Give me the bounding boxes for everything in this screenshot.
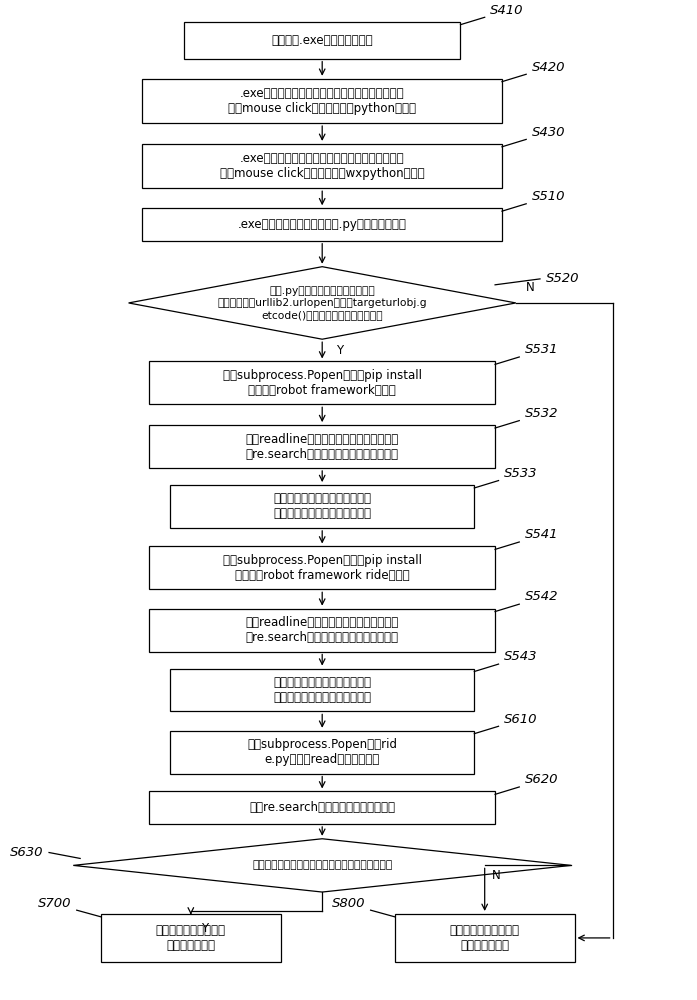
Text: 监测第一反馈信息是否出现安装
完成信息，若是停止输出及监控: 监测第一反馈信息是否出现安装 完成信息，若是停止输出及监控 [273,492,372,520]
Bar [170,669,475,711]
Text: 向用户显示安装成功，
并退出安装界面: 向用户显示安装成功， 并退出安装界面 [156,924,226,952]
Text: S620: S620 [525,773,558,786]
Text: N: N [491,869,500,882]
Bar [149,361,495,404]
Bar [142,144,502,188]
Text: 调用subprocess.Popen，输入pip install
命令安装robot framework安装包: 调用subprocess.Popen，输入pip install 命令安装rob… [223,369,422,397]
Text: S410: S410 [490,4,523,17]
Bar [149,791,495,824]
Text: S420: S420 [532,61,565,74]
Text: S533: S533 [504,467,537,480]
Bar [149,609,495,652]
Text: .exe自安装程序文件自动启动软件语言开发环境，
通过mouse click命令自动安装wxpython安装包: .exe自安装程序文件自动启动软件语言开发环境， 通过mouse click命令… [220,152,424,180]
Text: S630: S630 [10,846,43,859]
Bar [170,485,475,528]
Bar [101,914,281,962]
Text: 向用户显示安装失败，
并输出失败原因: 向用户显示安装失败， 并输出失败原因 [450,924,520,952]
Text: Y: Y [201,922,208,935]
Text: 检测所自动化测试框架的用例扩展模块包是否可用: 检测所自动化测试框架的用例扩展模块包是否可用 [252,860,392,870]
Text: N: N [526,281,535,294]
Text: S543: S543 [504,650,537,663]
Text: S610: S610 [504,713,537,726]
Bar [395,914,574,962]
Text: S541: S541 [525,528,558,541]
Bar [149,425,495,468]
Text: .exe自安装程序文件自动启动.py脚本包文件运行: .exe自安装程序文件自动启动.py脚本包文件运行 [238,218,406,231]
Text: 监测第二反馈信息是否出现安装
完成信息，若是停止输出及监控: 监测第二反馈信息是否出现安装 完成信息，若是停止输出及监控 [273,676,372,704]
Text: .exe自安装程序文件自动启动软件语言开发环境，
通过mouse click命令自动安装python安装包: .exe自安装程序文件自动启动软件语言开发环境， 通过mouse click命令… [228,87,416,115]
Text: 调用readline，逐条输出第一反馈信息；调
用re.search命令对第一反馈信息进行监控: 调用readline，逐条输出第一反馈信息；调 用re.search命令对第一反… [245,433,399,461]
Text: 调用subprocess.Popen输入rid
e.py；调用read输出反馈信息: 调用subprocess.Popen输入rid e.py；调用read输出反馈信… [247,738,397,766]
Text: 用户双击.exe自安装程序文件: 用户双击.exe自安装程序文件 [271,34,373,47]
Text: S800: S800 [332,897,365,910]
Text: S532: S532 [525,407,558,420]
Text: 调用readline，逐条输出第二反馈信息；调
用re.search命令对第二反馈信息进行监控: 调用readline，逐条输出第二反馈信息；调 用re.search命令对第二反… [245,616,399,644]
Bar [142,208,502,241]
Bar [149,546,495,589]
Text: Y: Y [336,344,343,357]
Polygon shape [73,839,571,892]
Text: S542: S542 [525,590,558,603]
Bar [170,731,475,774]
Text: 调用re.search命令对反馈信息进行检测: 调用re.search命令对反馈信息进行检测 [250,801,395,814]
Text: 调用subprocess.Popen，输入pip install
命令安装robot framework ride安装包: 调用subprocess.Popen，输入pip install 命令安装rob… [223,554,422,582]
Text: S700: S700 [38,897,71,910]
Bar [184,22,461,59]
Polygon shape [128,267,516,339]
Text: S531: S531 [525,343,558,356]
Bar [142,79,502,123]
Text: S510: S510 [532,190,565,203]
Text: S430: S430 [532,126,565,139]
Text: S520: S520 [546,272,579,285]
Text: 根据.py脚本包文件，调用软件语言
开发环境中的urllib2.urlopen函数和targeturlobj.g
etcode()函数自动检测网络是否正常: 根据.py脚本包文件，调用软件语言 开发环境中的urllib2.urlopen函… [217,286,427,320]
